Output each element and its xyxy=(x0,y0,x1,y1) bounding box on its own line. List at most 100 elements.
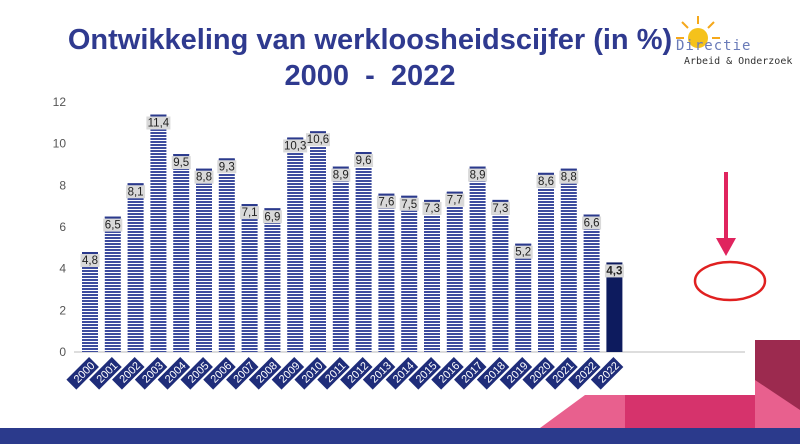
bar-cap xyxy=(469,166,486,170)
x-tick-label-group: 2008 xyxy=(248,357,282,390)
x-tick-label-group: 2020 xyxy=(522,357,555,390)
bar xyxy=(332,166,349,352)
x-tick-label-bg xyxy=(385,357,419,390)
chart-title: Ontwikkeling van werkloosheidscijfer (in… xyxy=(67,24,673,56)
bar-cap xyxy=(538,172,554,176)
data-label-bg xyxy=(536,174,556,188)
x-tick-label-bg xyxy=(340,357,373,390)
x-tick-label-group: 2005 xyxy=(180,357,213,390)
y-tick-label: 8 xyxy=(59,178,66,192)
bar xyxy=(264,208,281,352)
y-tick-label: 6 xyxy=(59,220,66,234)
data-label: 4,3 xyxy=(606,265,622,277)
x-tick-label-bg xyxy=(66,357,99,390)
x-tick-label-group: 2022 xyxy=(590,357,624,390)
bar xyxy=(538,172,554,352)
data-label: 7,3 xyxy=(492,203,508,215)
data-label: 4,8 xyxy=(82,255,98,267)
data-label-bg xyxy=(331,168,351,182)
data-label: 7,6 xyxy=(378,197,394,209)
bar xyxy=(104,216,121,352)
x-tick-label-group: 2018 xyxy=(476,357,510,390)
data-label: 8,9 xyxy=(470,170,486,182)
x-tick-label-bg xyxy=(134,357,168,390)
bar xyxy=(355,152,372,352)
x-tick-label-group: 2015 xyxy=(408,357,441,390)
x-tick-label-group: 2017 xyxy=(454,357,487,390)
x-tick-label-group: 2012 xyxy=(340,357,373,390)
arrow-head-icon xyxy=(716,238,736,256)
bar xyxy=(401,195,418,352)
bar xyxy=(218,158,235,352)
data-label-bg xyxy=(103,218,123,232)
chart-title-block: Ontwikkeling van werkloosheidscijfer (in… xyxy=(40,22,700,94)
data-label: 10,3 xyxy=(284,140,306,152)
y-tick-label: 12 xyxy=(53,95,67,109)
y-tick-label: 2 xyxy=(59,303,66,317)
x-tick-label-bg xyxy=(203,357,236,390)
bar xyxy=(492,199,509,352)
bar-cap xyxy=(424,199,440,203)
x-tick-label-group: 2001 xyxy=(89,357,122,390)
decor-shape-rose xyxy=(625,395,755,428)
data-label: 5,2 xyxy=(515,247,531,259)
x-tick-label-bg xyxy=(590,357,624,390)
x-tick-label-bg xyxy=(545,357,578,390)
x-tick-label-group: 2022 xyxy=(568,357,601,390)
x-tick-label-bg xyxy=(294,357,327,390)
data-label-bg xyxy=(422,201,442,215)
x-tick-label-bg xyxy=(431,357,464,390)
data-label: 6,5 xyxy=(105,220,121,232)
data-label-bg xyxy=(262,210,282,224)
data-label-bg xyxy=(513,245,533,259)
footer-band xyxy=(0,428,800,444)
x-tick-label-group: 2003 xyxy=(134,357,168,390)
bar xyxy=(241,204,258,352)
bar-cap xyxy=(241,204,258,208)
data-label: 7,1 xyxy=(242,207,258,219)
data-label-bg xyxy=(306,133,330,147)
data-label: 10,6 xyxy=(307,134,329,146)
bar xyxy=(469,166,486,352)
x-tick-label-bg xyxy=(226,357,259,390)
x-tick-label-bg xyxy=(271,357,305,390)
bar xyxy=(287,137,304,352)
bar-cap xyxy=(196,168,212,172)
data-label: 9,5 xyxy=(173,157,189,169)
bar-cap xyxy=(150,114,167,118)
x-tick-label-bg xyxy=(180,357,213,390)
bar-highlight xyxy=(606,262,623,352)
x-tick-label-bg xyxy=(499,357,533,390)
highlight-circle xyxy=(693,260,767,302)
bar-cap xyxy=(127,183,144,187)
data-label: 7,3 xyxy=(424,203,440,215)
bar-cap xyxy=(287,137,304,141)
x-tick-label-bg xyxy=(476,357,510,390)
bar-cap xyxy=(82,252,98,255)
x-tick-label-group: 2016 xyxy=(431,357,464,390)
x-tick-label-group: 2010 xyxy=(294,357,327,390)
x-tick-label-bg xyxy=(317,357,350,390)
data-label-bg xyxy=(445,193,465,207)
x-tick-label-group: 2000 xyxy=(66,357,99,390)
bar xyxy=(127,183,144,352)
bar-cap xyxy=(173,154,190,158)
bar-cap xyxy=(401,195,418,199)
data-label-bg xyxy=(490,201,510,215)
y-tick-label: 10 xyxy=(53,137,67,151)
x-tick-label-group: 2002 xyxy=(112,357,145,390)
x-tick-label-group: 2019 xyxy=(499,357,533,390)
bar-cap xyxy=(492,199,509,203)
bar xyxy=(560,168,577,352)
x-tick-label-group: 2009 xyxy=(271,357,305,390)
data-label-bg xyxy=(283,139,308,153)
data-label-bg xyxy=(217,160,237,174)
data-label-bg xyxy=(126,185,146,199)
bar xyxy=(583,214,600,352)
logo: Directie Arbeid & Onderzoek xyxy=(668,8,793,78)
x-tick-label-bg xyxy=(89,357,122,390)
bar-cap xyxy=(332,166,349,170)
bar-cap xyxy=(264,208,281,212)
data-label: 9,3 xyxy=(219,161,235,173)
